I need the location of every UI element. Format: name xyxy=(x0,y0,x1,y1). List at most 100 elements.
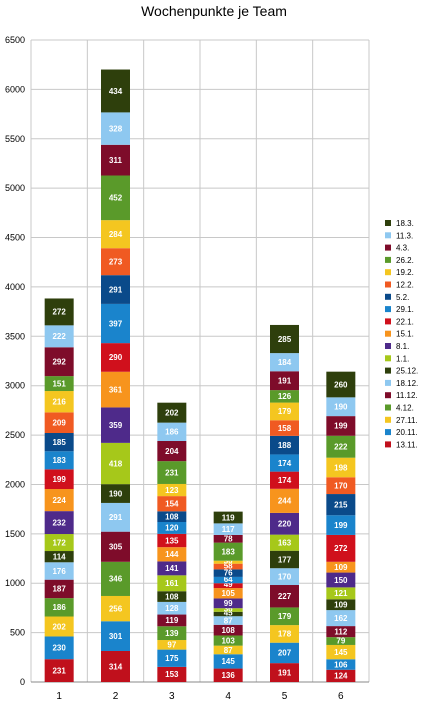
bar-segment xyxy=(326,659,356,670)
bar-segment xyxy=(44,616,74,637)
y-axis: 0 500 1000 1500 2000 2500 3000 3500 4000 4500 5000… xyxy=(5,35,25,687)
data-label: 174 xyxy=(278,476,292,485)
bar-segment xyxy=(326,599,356,611)
bar-segment xyxy=(101,484,130,503)
x-tick-label: 1 xyxy=(56,691,62,701)
bar-segment xyxy=(101,69,130,113)
y-tick-label: 1500 xyxy=(5,529,25,539)
bar-segment xyxy=(213,616,243,625)
legend-swatch xyxy=(385,367,391,374)
bar-segment xyxy=(326,610,356,627)
bar-segment xyxy=(326,457,356,478)
data-label: 158 xyxy=(278,424,292,433)
bar-segment xyxy=(157,441,187,462)
bar-segment xyxy=(326,644,356,660)
data-label: 108 xyxy=(165,592,179,601)
legend-swatch xyxy=(385,281,391,288)
data-label: 220 xyxy=(278,520,292,529)
bar-segment xyxy=(326,494,356,516)
legend-swatch xyxy=(385,293,391,300)
data-label: 172 xyxy=(52,538,66,547)
bar-segment xyxy=(101,371,130,408)
bar-segment xyxy=(157,614,187,627)
data-label: 346 xyxy=(109,575,123,584)
data-label: 135 xyxy=(165,536,179,545)
bar-segment xyxy=(44,412,74,434)
legend-swatch xyxy=(385,441,391,448)
data-label: 79 xyxy=(336,637,345,646)
bar-segment xyxy=(213,645,243,655)
bar-segment xyxy=(44,659,74,682)
bar-segment xyxy=(157,521,187,534)
data-label: 232 xyxy=(52,518,66,527)
data-label: 190 xyxy=(334,403,348,412)
data-label: 179 xyxy=(278,612,292,621)
bar-segment xyxy=(270,642,299,664)
bar-segment xyxy=(44,636,74,660)
legend-swatch xyxy=(385,306,391,313)
bar-segment xyxy=(157,649,187,667)
data-label: 121 xyxy=(334,589,348,598)
data-label: 292 xyxy=(52,357,66,366)
data-label: 290 xyxy=(109,353,123,362)
y-tick-label: 3000 xyxy=(5,381,25,391)
bar-segment xyxy=(326,416,356,436)
bar-segment xyxy=(101,175,130,221)
bar-segment xyxy=(101,220,130,249)
data-label: 361 xyxy=(109,385,123,394)
bar-segment xyxy=(157,575,187,592)
data-label: 36 xyxy=(224,604,233,613)
bar-segment xyxy=(44,511,74,535)
data-label: 260 xyxy=(334,380,348,389)
data-label: 145 xyxy=(221,657,235,666)
data-label: 285 xyxy=(278,335,292,344)
data-label: 126 xyxy=(278,392,292,401)
bar-segment xyxy=(213,624,243,636)
bar-segment xyxy=(157,422,187,442)
data-label: 184 xyxy=(278,358,292,367)
data-label: 183 xyxy=(221,547,235,556)
bar-segment xyxy=(101,343,130,372)
legend-label: 13.11. xyxy=(396,440,418,449)
bar-segment xyxy=(213,654,243,669)
bar-segment xyxy=(326,572,356,588)
bar-segment xyxy=(270,625,299,643)
y-tick-label: 3500 xyxy=(5,331,25,341)
bar-segment xyxy=(44,534,74,552)
legend-swatch xyxy=(385,244,391,251)
data-label: 284 xyxy=(109,230,123,239)
data-label: 162 xyxy=(334,614,348,623)
bar-segment xyxy=(44,325,74,348)
bar-segment xyxy=(213,588,243,599)
data-label: 117 xyxy=(222,525,235,534)
bar-segment xyxy=(326,397,356,417)
bar-segment xyxy=(101,275,130,304)
legend-swatch xyxy=(385,404,391,411)
bars: 231 230 202 186 187 176 114 172 232 224 199 183 185 2… xyxy=(44,69,356,682)
data-label: 227 xyxy=(278,592,292,601)
y-tick-label: 6500 xyxy=(5,35,25,45)
data-label: 305 xyxy=(109,543,123,552)
bar-segment xyxy=(157,561,187,576)
bar-segment xyxy=(213,569,243,577)
chart-title: Wochenpunkte je Team xyxy=(141,3,287,19)
bar-segment xyxy=(157,591,187,602)
data-label: 209 xyxy=(52,418,66,427)
data-label: 112 xyxy=(334,627,347,636)
legend-label: 22.1. xyxy=(396,317,414,326)
bar-segment xyxy=(213,534,243,543)
bar-segment xyxy=(270,435,299,455)
legend-label: 26.2. xyxy=(396,256,414,265)
bar-segment xyxy=(44,451,74,470)
gridlines xyxy=(30,39,370,683)
data-label: 87 xyxy=(224,616,233,625)
y-tick-label: 4500 xyxy=(5,233,25,243)
bar-segment xyxy=(101,502,130,532)
legend-label: 12.2. xyxy=(396,281,414,290)
data-label: 99 xyxy=(224,599,233,608)
data-label: 418 xyxy=(109,459,123,468)
bar-segment xyxy=(270,534,299,551)
legend-swatch xyxy=(385,256,391,263)
legend-label: 11.3. xyxy=(396,231,413,240)
legend-swatch xyxy=(385,269,391,276)
